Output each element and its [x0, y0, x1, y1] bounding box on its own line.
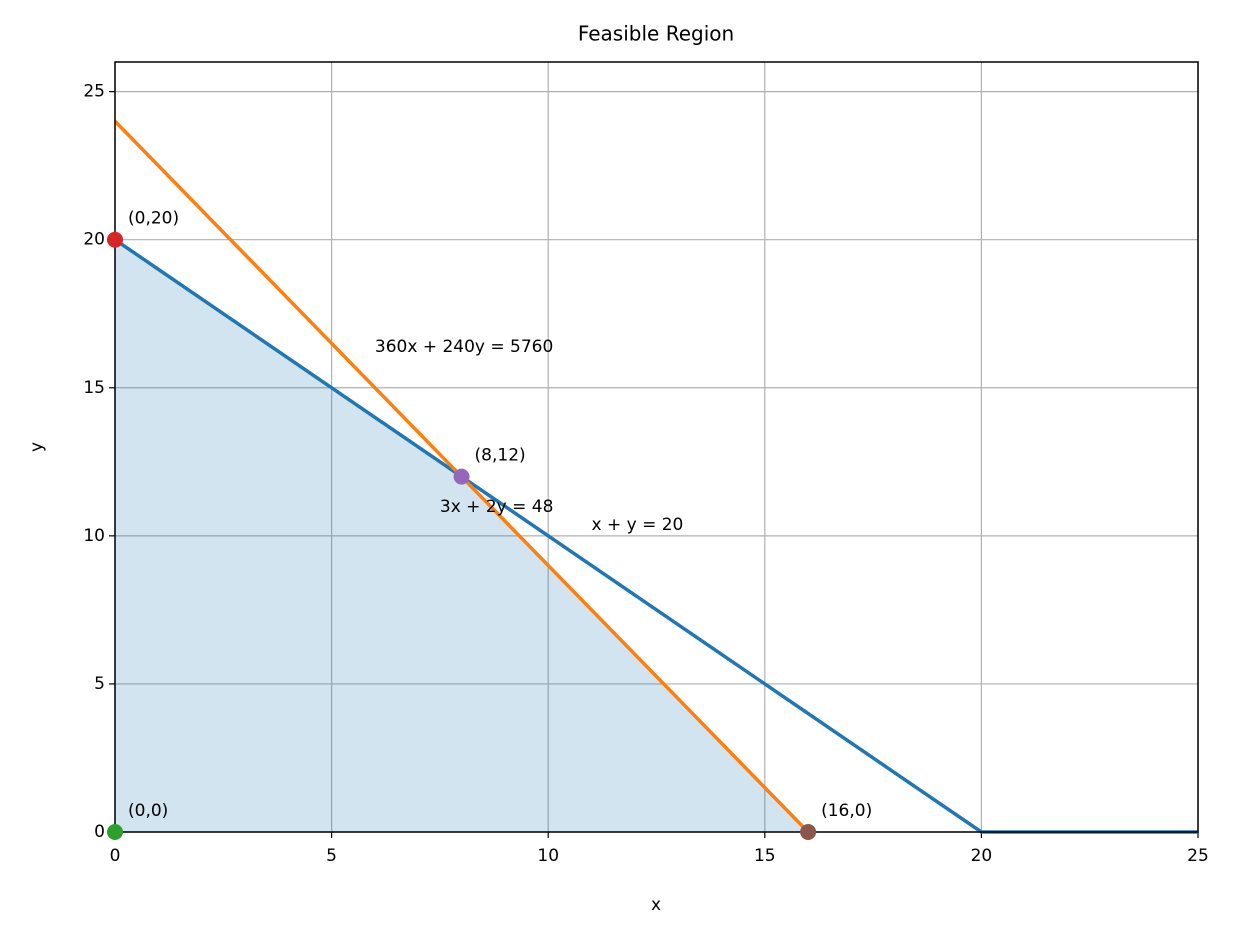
x-tick-label: 15	[754, 846, 776, 866]
x-axis-label: x	[651, 895, 661, 915]
vertex-point	[800, 824, 817, 840]
vertex-point	[107, 824, 123, 840]
chart-title: Feasible Region	[578, 22, 734, 46]
x-tick-label: 5	[326, 846, 337, 866]
vertex-label: (8,12)	[475, 446, 526, 466]
x-tick-label: 10	[537, 846, 559, 866]
y-axis-label: y	[27, 442, 47, 452]
line-annotation: 3x + 2y = 48	[440, 497, 554, 517]
x-tick-label: 20	[971, 846, 993, 866]
y-tick-label: 20	[83, 230, 105, 250]
y-tick-label: 0	[94, 822, 105, 842]
vertex-point	[453, 468, 470, 485]
line-annotation: x + y = 20	[592, 515, 684, 535]
x-tick-label: 0	[110, 846, 121, 866]
y-tick-label: 25	[83, 82, 105, 102]
x-tick-label: 25	[1187, 846, 1209, 866]
vertex-label: (0,20)	[128, 209, 179, 229]
y-tick-label: 10	[83, 526, 105, 546]
feasible-region	[115, 239, 809, 832]
plot-frame	[114, 61, 1199, 833]
y-tick-label: 15	[83, 378, 105, 398]
line-annotation: 360x + 240y = 5760	[375, 337, 553, 357]
y-tick-label: 5	[94, 674, 105, 694]
vertex-label: (16,0)	[821, 801, 872, 821]
vertex-label: (0,0)	[128, 801, 168, 821]
vertex-point	[107, 231, 123, 248]
